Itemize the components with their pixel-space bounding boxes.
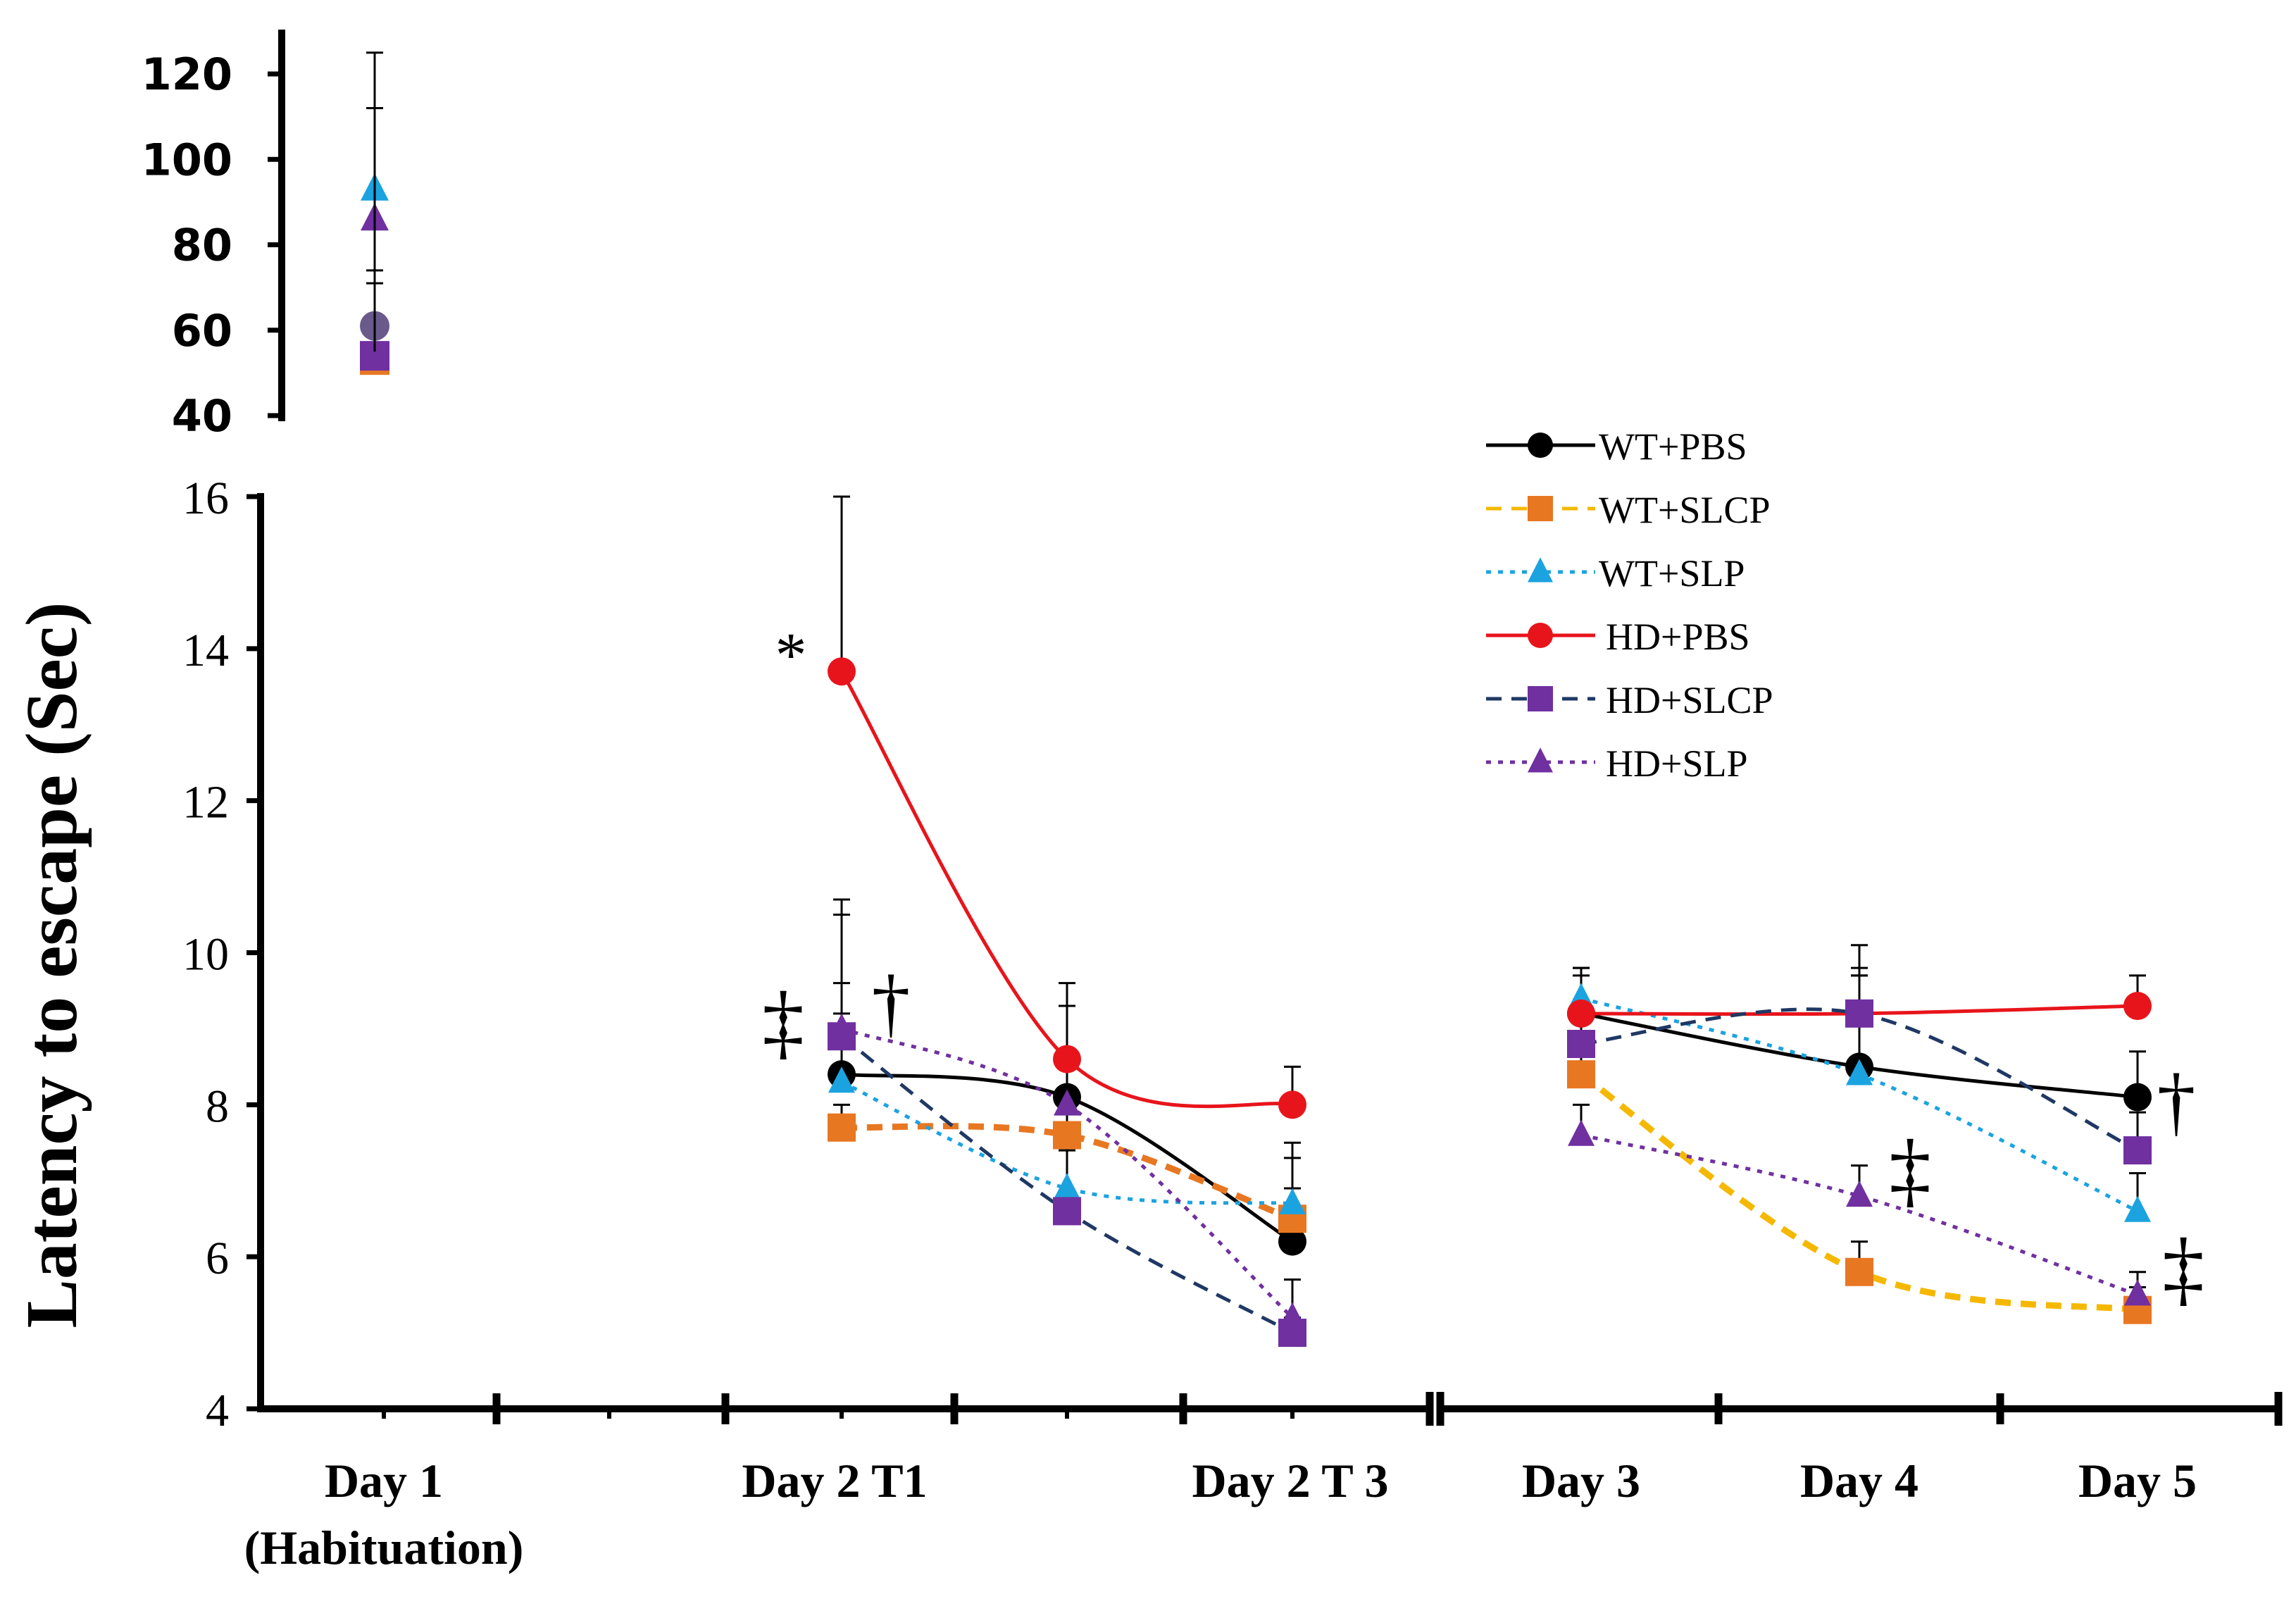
series-marker-wt-slcp [1053, 1121, 1081, 1150]
significance-mark: † [2157, 1058, 2196, 1144]
x-tick-label: Day 1 [325, 1454, 443, 1507]
series-marker-wt-slp [1279, 1188, 1306, 1214]
series-marker-wt-slcp [828, 1113, 856, 1142]
series-marker-wt-pbs [1278, 1227, 1306, 1256]
legend-marker [1528, 623, 1553, 648]
x-tick-label: Day 5 [2078, 1454, 2197, 1507]
series-marker-hd-slp [828, 1013, 855, 1040]
significance-mark: * [775, 621, 807, 690]
lower-y-tick-label: 14 [182, 625, 229, 676]
series-lines [840, 670, 2139, 1335]
x-tick-sublabel: (Habituation) [244, 1521, 524, 1574]
legend-label: HD+SLP [1606, 742, 1748, 785]
legend-label: WT+SLP [1599, 552, 1745, 595]
lower-y-tick-label: 16 [182, 473, 229, 524]
series-marker-hd-slcp [1053, 1197, 1081, 1226]
upper-y-tick-label: 100 [142, 134, 232, 185]
series-marker-hd-slp [1054, 1089, 1080, 1116]
x-axis-ticks [382, 1392, 2283, 1426]
legend-marker [1528, 433, 1553, 458]
x-tick-label: Day 4 [1800, 1454, 1918, 1507]
significance-mark: ‡ [1889, 1122, 1931, 1216]
legend-marker [1528, 496, 1553, 521]
legend-marker [1528, 557, 1553, 583]
legend-marker [1528, 686, 1553, 711]
series-marker-wt-slp [1054, 1173, 1080, 1200]
series-marker-hd-pbs [2123, 992, 2152, 1021]
legend: WT+PBS WT+SLCP WT+SLP HD+PBS HD+SLCP HD+SLP [1486, 425, 1773, 785]
series-marker-hd-slp [1846, 1180, 1873, 1207]
x-tick-label: Day 3 [1522, 1454, 1640, 1507]
upper-y-tick-label: 40 [172, 390, 232, 442]
series-marker-hd-slcp [1845, 999, 1873, 1028]
series-markers [828, 657, 2152, 1348]
significance-mark: † [872, 959, 911, 1045]
upper-panel: 40 60 80 100 120 [142, 30, 389, 442]
lower-y-tick-label: 4 [206, 1385, 229, 1436]
legend-label: WT+PBS [1599, 425, 1747, 468]
lower-y-tick-label: 8 [206, 1081, 229, 1132]
lower-y-tick-label: 6 [206, 1233, 229, 1284]
x-tick-labels: Day 1 (Habituation) Day 2 T1 Day 2 T 3 Day 3… [244, 1454, 2197, 1574]
series-marker-wt-slcp [1845, 1257, 1873, 1286]
upper-y-tick-label: 120 [142, 49, 232, 100]
series-marker-hd-pbs [1053, 1045, 1081, 1074]
series-marker-wt-slcp [1567, 1060, 1595, 1089]
series-marker-hd-slcp [1567, 1030, 1595, 1058]
legend-label: WT+SLCP [1599, 489, 1770, 531]
series-line-hd-slp [841, 1027, 1294, 1319]
legend-marker [1528, 747, 1553, 773]
upper-habituation-marks [360, 51, 389, 375]
series-marker-wt-slp [1846, 1059, 1873, 1085]
legend-label: HD+SLCP [1606, 679, 1773, 721]
series-marker-hd-slcp [2123, 1136, 2152, 1165]
significance-mark: ‡ [2162, 1221, 2204, 1314]
series-marker-wt-slp [2124, 1195, 2151, 1222]
legend-label: HD+PBS [1606, 616, 1750, 658]
x-tick-label: Day 2 T 3 [1192, 1454, 1388, 1507]
series-marker-wt-slp [828, 1066, 855, 1093]
lower-y-tick-label: 10 [182, 929, 229, 981]
upper-y-tick-label: 60 [172, 305, 232, 356]
series-marker-hd-slp [1568, 1119, 1595, 1146]
error-bars [833, 495, 2146, 1333]
upper-y-ticks: 40 60 80 100 120 [142, 49, 282, 442]
series-line-wt-slp [840, 1080, 1293, 1206]
annotations: * ‡ † ‡ † ‡ [762, 621, 2204, 1314]
significance-mark: ‡ [762, 974, 804, 1068]
series-line-hd-slp [1580, 1133, 2138, 1297]
series-marker-hd-slp [1279, 1302, 1306, 1329]
series-marker-hd-slp [2124, 1279, 2151, 1306]
y-axis-label: Latency to escape (Sec) [11, 602, 92, 1328]
series-marker-hd-pbs [828, 657, 856, 686]
series-marker-hd-pbs [1567, 999, 1595, 1028]
series-line-hd-pbs [840, 670, 1293, 1109]
lower-y-ticks: 4 6 8 10 12 14 16 [182, 473, 261, 1436]
lower-y-tick-label: 12 [182, 777, 229, 828]
series-line-wt-slcp [841, 1123, 1294, 1222]
upper-y-tick-label: 80 [172, 220, 232, 271]
series-marker-wt-pbs [2123, 1083, 2152, 1112]
x-tick-label: Day 2 T1 [742, 1454, 927, 1507]
series-marker-hd-pbs [1278, 1090, 1306, 1119]
